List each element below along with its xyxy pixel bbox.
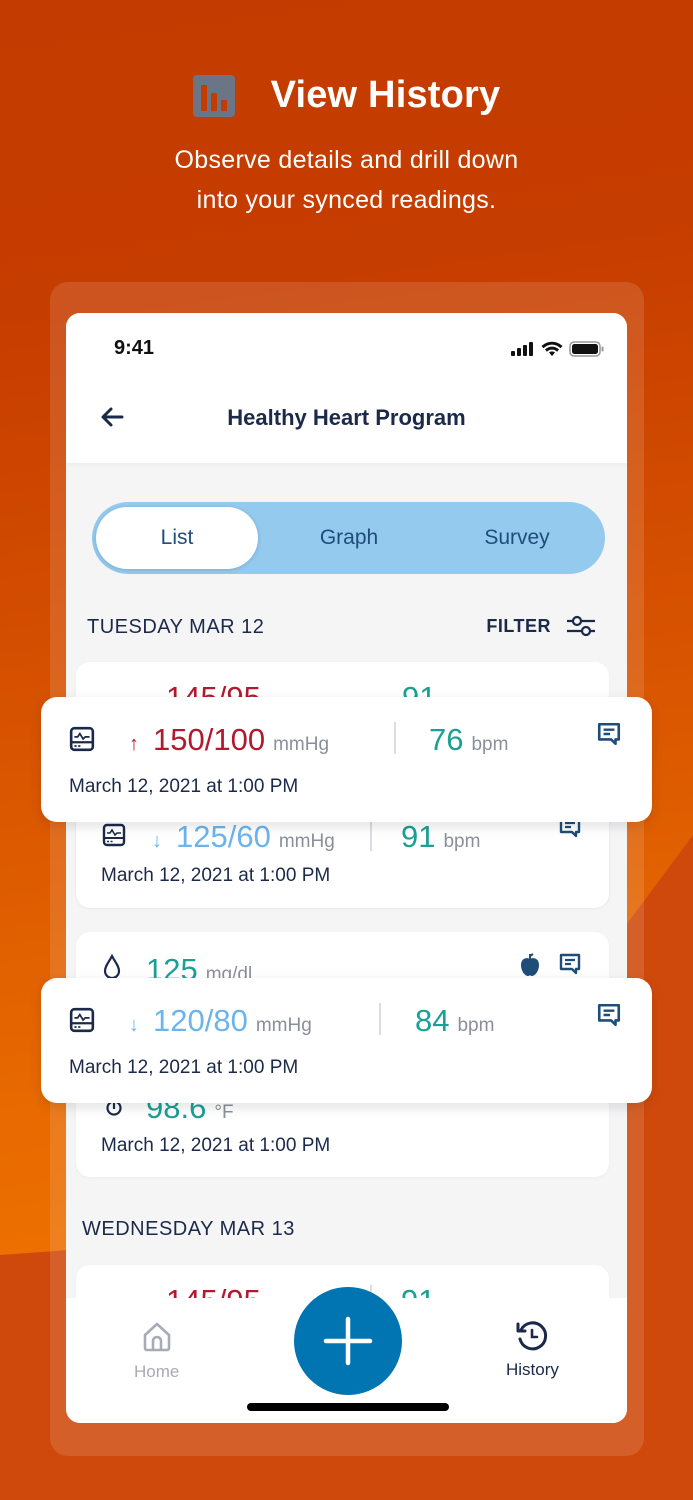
reading-date: March 12, 2021 at 1:00 PM: [101, 865, 331, 886]
trend-down-icon: ↓: [129, 1014, 139, 1036]
signal-icon: [511, 342, 533, 356]
trend-down-icon: ↓: [152, 830, 162, 852]
bar-chart-icon: [192, 74, 235, 117]
reading-card-bp-150-100[interactable]: ↑ 150/100 mmHg 76 bpm March 12, 2021 at …: [41, 697, 652, 822]
reading-date: March 12, 2021 at 1:00 PM: [69, 776, 299, 797]
tab-history-label: History: [506, 1360, 559, 1379]
day-header-tuesday: TUESDAY MAR 12: [87, 616, 265, 638]
tab-graph[interactable]: Graph: [319, 526, 379, 549]
bp-value: 125/60: [176, 819, 271, 854]
back-button[interactable]: [98, 403, 126, 431]
home-indicator: [247, 1403, 449, 1411]
comment-icon[interactable]: [596, 1002, 622, 1028]
header: 9:41 Healthy Heart Program: [66, 313, 627, 463]
promo-title: View History: [0, 74, 693, 117]
promo-subtitle: Observe details and drill down into your…: [0, 140, 693, 220]
tab-survey[interactable]: Survey: [484, 526, 550, 549]
pulse-unit: bpm: [457, 1015, 495, 1036]
page-title: Healthy Heart Program: [227, 405, 466, 430]
battery-icon: [569, 341, 604, 357]
tab-history[interactable]: History: [506, 1318, 559, 1380]
sliders-icon: [567, 615, 595, 637]
reading-date: March 12, 2021 at 1:00 PM: [69, 1057, 299, 1078]
tab-home[interactable]: Home: [134, 1320, 179, 1382]
pulse-value: 76: [429, 722, 464, 757]
bp-monitor-icon: [102, 823, 126, 847]
filter-button[interactable]: FILTER: [486, 615, 597, 637]
divider: [394, 722, 396, 754]
pulse-unit: bpm: [471, 734, 509, 755]
day-header-wednesday: WEDNESDAY MAR 13: [82, 1218, 295, 1240]
bp-value: 120/80: [153, 1003, 248, 1038]
phone-screen: 9:41 Healthy Heart Program List Graph Su…: [66, 313, 627, 1423]
drop-icon: [103, 954, 121, 980]
divider: [379, 1003, 381, 1035]
bp-monitor-icon: [69, 726, 95, 752]
status-icons: [511, 341, 605, 357]
bp-unit: mmHg: [273, 734, 330, 755]
promo-title-text: View History: [270, 74, 501, 116]
reading-date: March 12, 2021 at 1:00 PM: [101, 1135, 331, 1156]
plus-icon: [323, 1316, 373, 1366]
trend-up-icon: ↑: [129, 733, 139, 755]
pulse-value: 84: [415, 1003, 450, 1038]
temperature-unit: °F: [214, 1102, 234, 1123]
add-reading-button[interactable]: [294, 1287, 402, 1395]
bp-unit: mmHg: [255, 1015, 312, 1036]
pulse-value: 91: [401, 819, 436, 854]
comment-icon[interactable]: [558, 952, 582, 976]
home-icon: [143, 1322, 170, 1352]
history-icon: [516, 1321, 548, 1351]
promo-subtitle-line-1: Observe details and drill down: [174, 146, 519, 174]
bp-monitor-icon: [69, 1007, 95, 1033]
view-segmented-control: List Graph Survey: [92, 502, 605, 574]
filter-label: FILTER: [486, 615, 551, 636]
comment-icon[interactable]: [596, 721, 622, 747]
bp-unit: mmHg: [278, 831, 335, 852]
tab-list[interactable]: List: [96, 507, 258, 569]
reading-card-bp-120-80[interactable]: ↓ 120/80 mmHg 84 bpm March 12, 2021 at 1…: [41, 978, 652, 1103]
status-time: 9:41: [114, 337, 155, 359]
wifi-icon: [541, 341, 563, 356]
apple-icon: [521, 953, 539, 976]
divider: [370, 821, 372, 851]
tab-home-label: Home: [134, 1362, 180, 1381]
promo-subtitle-line-2: into your synced readings.: [196, 186, 497, 214]
bp-value: 150/100: [153, 722, 266, 757]
pulse-unit: bpm: [443, 831, 481, 852]
